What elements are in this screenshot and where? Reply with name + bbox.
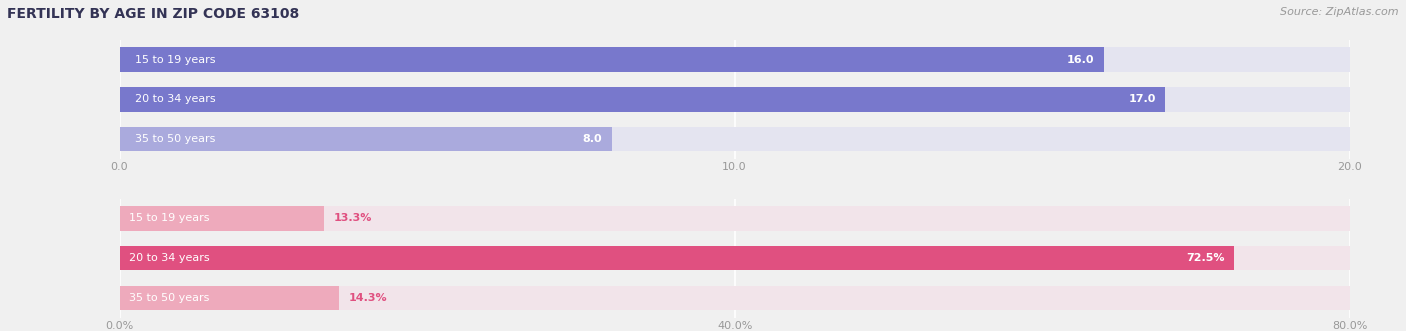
Text: 17.0: 17.0 [1129,94,1156,104]
Bar [120,246,1234,270]
Text: FERTILITY BY AGE IN ZIP CODE 63108: FERTILITY BY AGE IN ZIP CODE 63108 [7,7,299,21]
Text: Source: ZipAtlas.com: Source: ZipAtlas.com [1281,7,1399,17]
Bar [120,206,323,231]
Text: 13.3%: 13.3% [333,213,371,223]
Text: 16.0: 16.0 [1067,55,1094,65]
Bar [120,286,339,310]
Text: 15 to 19 years: 15 to 19 years [135,55,215,65]
Text: 20 to 34 years: 20 to 34 years [129,253,209,263]
Text: 35 to 50 years: 35 to 50 years [135,134,215,144]
Text: 35 to 50 years: 35 to 50 years [129,293,209,303]
Text: 20 to 34 years: 20 to 34 years [135,94,215,104]
Bar [120,47,1350,72]
Bar [120,47,1104,72]
Text: 8.0: 8.0 [582,134,602,144]
Bar [120,206,1350,231]
Text: 72.5%: 72.5% [1187,253,1225,263]
Text: 14.3%: 14.3% [349,293,387,303]
Bar [120,127,1350,151]
Bar [120,286,1350,310]
Bar [120,87,1166,112]
Text: 15 to 19 years: 15 to 19 years [129,213,209,223]
Bar [120,246,1350,270]
Bar [120,87,1350,112]
Bar [120,127,612,151]
